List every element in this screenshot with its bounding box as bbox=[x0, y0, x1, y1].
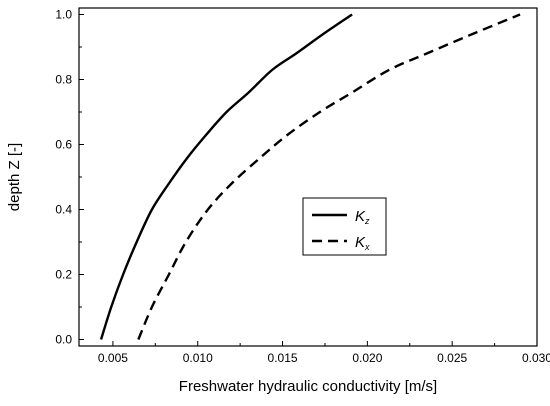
legend-label-kz: Kz bbox=[355, 208, 370, 226]
y-axis-label: depth Z [-] bbox=[6, 143, 23, 211]
x-tick-label: 0.010 bbox=[183, 351, 213, 365]
y-tick-label: 1.0 bbox=[55, 8, 72, 22]
y-tick-label: 0.8 bbox=[55, 73, 72, 87]
x-tick-label: 0.025 bbox=[437, 351, 467, 365]
y-tick-label: 0.2 bbox=[55, 268, 72, 282]
x-tick-label: 0.020 bbox=[352, 351, 382, 365]
legend-label-kx: Kx bbox=[355, 234, 370, 252]
x-axis: 0.005 0.010 0.015 0.020 0.025 0.030 bbox=[98, 341, 550, 365]
x-axis-label: Freshwater hydraulic conductivity [m/s] bbox=[179, 378, 437, 395]
legend-box bbox=[302, 197, 387, 256]
plot-frame bbox=[78, 7, 538, 347]
legend: Kz Kx bbox=[302, 197, 387, 256]
x-tick-label: 0.005 bbox=[98, 351, 128, 365]
series-line-kx bbox=[137, 13, 521, 340]
y-tick-label: 0.6 bbox=[55, 138, 72, 152]
y-axis: 0.0 0.2 0.4 0.6 0.8 1.0 bbox=[55, 8, 84, 347]
y-tick-label: 0.4 bbox=[55, 203, 72, 217]
x-tick-label: 0.015 bbox=[268, 351, 298, 365]
x-tick-label: 0.030 bbox=[522, 351, 550, 365]
series-line-kz bbox=[99, 13, 353, 340]
y-tick-label: 0.0 bbox=[55, 333, 72, 347]
series-layer bbox=[99, 13, 521, 340]
